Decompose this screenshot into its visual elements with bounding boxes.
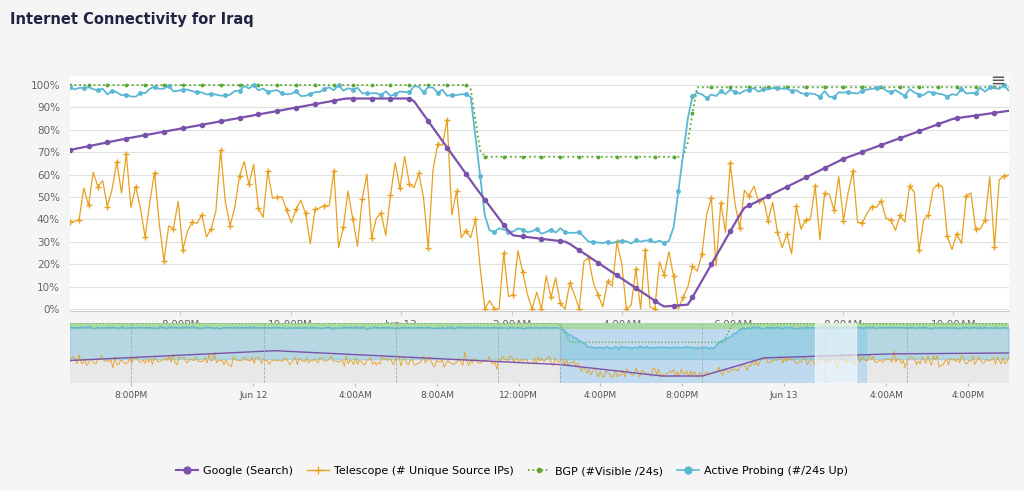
Line: Google (Search): Google (Search) — [68, 96, 1011, 309]
Bar — [815, 323, 855, 383]
Active Probing (#/24s Up) — [318, 86, 331, 92]
BGP (#Visible /24s) — [479, 154, 492, 160]
Active Probing (#/24s Up) — [63, 84, 76, 90]
Google (Search) — [238, 114, 250, 120]
Telescope (# Unique Source IPs) — [120, 151, 132, 157]
BGP (#Visible /24s) — [63, 82, 76, 88]
BGP (#Visible /24s) — [313, 82, 326, 88]
Telescope (# Unique Source IPs) — [441, 117, 454, 123]
Active Probing (#/24s Up) — [625, 241, 637, 246]
Bar — [70, 323, 1009, 328]
Google (Search) — [342, 96, 354, 102]
Text: ≡: ≡ — [990, 71, 1006, 89]
Line: BGP (#Visible /24s): BGP (#Visible /24s) — [68, 82, 1011, 159]
Telescope (# Unique Source IPs) — [932, 182, 944, 188]
Text: Internet Connectivity for Iraq: Internet Connectivity for Iraq — [10, 12, 254, 27]
Google (Search) — [965, 113, 977, 119]
Bar — [559, 323, 865, 383]
Active Probing (#/24s Up) — [932, 90, 944, 96]
BGP (#Visible /24s) — [961, 84, 973, 90]
X-axis label: Time (UTC): Time (UTC) — [507, 333, 571, 346]
Google (Search) — [63, 147, 76, 153]
Active Probing (#/24s Up) — [248, 82, 260, 88]
BGP (#Visible /24s) — [238, 82, 250, 88]
Telescope (# Unique Source IPs) — [1002, 172, 1015, 178]
Active Probing (#/24s Up) — [1002, 87, 1015, 93]
Telescope (# Unique Source IPs) — [965, 190, 977, 196]
Telescope (# Unique Source IPs) — [101, 204, 114, 210]
Active Probing (#/24s Up) — [238, 83, 250, 89]
Line: Telescope (# Unique Source IPs): Telescope (# Unique Source IPs) — [67, 117, 1012, 312]
Google (Search) — [658, 303, 671, 309]
BGP (#Visible /24s) — [927, 84, 939, 90]
Google (Search) — [120, 136, 132, 141]
Telescope (# Unique Source IPs) — [238, 159, 250, 164]
Telescope (# Unique Source IPs) — [313, 205, 326, 211]
Active Probing (#/24s Up) — [101, 91, 114, 97]
Google (Search) — [101, 139, 114, 145]
Telescope (# Unique Source IPs) — [479, 306, 492, 312]
Telescope (# Unique Source IPs) — [63, 219, 76, 225]
Google (Search) — [1002, 108, 1015, 114]
BGP (#Visible /24s) — [120, 82, 132, 88]
Line: Active Probing (#/24s Up): Active Probing (#/24s Up) — [68, 83, 1011, 246]
BGP (#Visible /24s) — [101, 82, 114, 88]
BGP (#Visible /24s) — [1002, 84, 1015, 90]
Legend: Google (Search), Telescope (# Unique Source IPs), BGP (#Visible /24s), Active Pr: Google (Search), Telescope (# Unique Sou… — [171, 462, 853, 481]
Google (Search) — [313, 100, 326, 106]
Active Probing (#/24s Up) — [965, 90, 977, 96]
Active Probing (#/24s Up) — [120, 92, 132, 98]
Google (Search) — [932, 121, 944, 127]
